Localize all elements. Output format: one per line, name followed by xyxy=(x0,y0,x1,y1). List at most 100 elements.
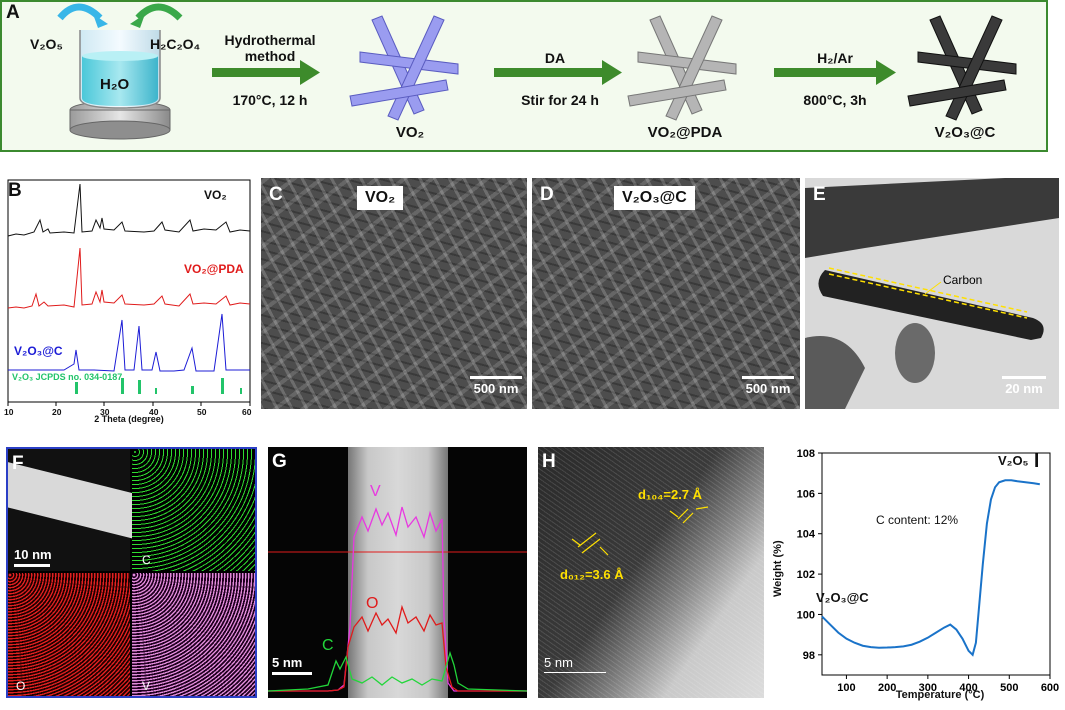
panel-label-c: C xyxy=(269,184,283,205)
xrd-xtick: 20 xyxy=(52,407,62,417)
vo2-rods-icon xyxy=(349,15,459,121)
tga-series-line xyxy=(821,479,1040,657)
tga-chart: 100 200 300 400 500 600 98 100 102 104 106 108 xyxy=(797,448,1060,694)
eds-scale-bar: 10 nm xyxy=(14,547,58,567)
step1-condition: Hydrothermal method xyxy=(224,32,316,64)
hrtem-scale-bar: 5 nm xyxy=(544,655,614,673)
panel-label-e: E xyxy=(813,184,826,205)
tga-xtick-label: 400 xyxy=(959,682,977,694)
product-vo2-pda: VO₂@PDA xyxy=(647,124,723,141)
sem-c-scale-label: 500 nm xyxy=(473,381,519,396)
tga-ytick-label: 104 xyxy=(797,529,816,541)
eds-carbon-map xyxy=(132,449,255,571)
xrd-series-label-vo2pda: VO₂@PDA xyxy=(184,262,244,276)
v2o3-c-rods-icon xyxy=(907,15,1017,121)
xrd-xlabel: 2 Theta (degree) xyxy=(94,414,164,424)
step3-temperature: 800°C, 3h xyxy=(803,92,867,108)
panel-a-schematic: A V₂O₅ H₂C₂O₄ H₂O Hydrothermal method 17… xyxy=(0,0,1048,152)
xrd-plot xyxy=(7,179,251,406)
xrd-xtick: 60 xyxy=(242,407,252,417)
eds-haadf-map xyxy=(8,449,152,571)
step3-gas: H₂/Ar xyxy=(817,50,853,66)
tga-xtick-label: 500 xyxy=(1000,682,1018,694)
linescan-scale-label: 5 nm xyxy=(272,655,303,670)
add-arrow-left-icon xyxy=(57,3,103,21)
linescan-profiles xyxy=(268,506,527,692)
carbon-layer-outline xyxy=(828,267,1028,313)
tga-ytick-label: 106 xyxy=(797,488,815,500)
tga-xtick-label: 200 xyxy=(878,682,896,694)
panel-label-f: F xyxy=(12,453,24,474)
xrd-xtick: 30 xyxy=(100,407,110,417)
xrd-series-label-v2o3c: V₂O₃@C xyxy=(14,344,63,358)
step2-reagent: DA xyxy=(544,50,566,66)
xrd-vo2-line xyxy=(7,183,251,237)
lattice-d012-label: d₀₁₂=3.6 Å xyxy=(560,567,624,582)
tga-ytick-label: 100 xyxy=(797,609,815,621)
process-arrow-1-icon xyxy=(212,60,320,85)
tga-xlabel: Temperature (°C) xyxy=(895,689,985,701)
reagent-v2o5: V₂O₅ xyxy=(30,36,63,52)
linescan-label-o: O xyxy=(366,595,379,612)
tem-image xyxy=(805,178,1059,409)
linescan-c-profile xyxy=(268,650,527,692)
tga-frame xyxy=(821,452,1051,676)
linescan-o-profile xyxy=(268,604,527,692)
linescan-label-c: C xyxy=(322,637,334,654)
xrd-xtick: 10 xyxy=(4,407,14,417)
panel-label-i: I xyxy=(1034,451,1040,472)
hrtem-scale-label: 5 nm xyxy=(544,655,573,670)
tem-scale-label: 20 nm xyxy=(1005,381,1043,396)
process-arrow-3-icon xyxy=(774,60,896,85)
panel-i-tga: I 100 200 300 400 500 600 98 100 102 104 106 108 V₂… xyxy=(770,447,1060,705)
eds-label-v: V xyxy=(142,679,151,693)
product-v2o3-c: V₂O₃@C xyxy=(934,124,996,141)
xrd-v2o3c-line xyxy=(8,313,250,372)
eds-vanadium-map xyxy=(132,573,255,696)
linescan-label-v: V xyxy=(370,483,381,500)
xrd-vo2pda-line xyxy=(7,247,251,309)
panel-g-linescan: G V O C 5 nm xyxy=(268,447,527,698)
lattice-d104-label: d₁₀₄=2.7 Å xyxy=(638,487,703,502)
tga-ytick-label: 108 xyxy=(797,448,815,460)
eds-label-c: C xyxy=(142,553,151,567)
step1-temperature: 170°C, 12 h xyxy=(232,92,308,108)
panel-h-hrtem: H d₁₀₄=2.7 Å d₀₁₂=3.6 Å 5 nm xyxy=(538,447,764,698)
xrd-series-label-vo2: VO₂ xyxy=(204,188,227,202)
panel-c-sem-vo2: C VO₂ 500 nm xyxy=(261,178,527,409)
step2-condition: Stir for 24 h xyxy=(521,92,599,108)
linescan-rod-image xyxy=(348,447,448,698)
tga-annot-start: V₂O₃@C xyxy=(816,590,869,605)
xrd-xtick: 40 xyxy=(149,407,159,417)
panel-label-h: H xyxy=(542,451,556,472)
panel-b-xrd: B VO₂ VO₂@PDA V₂O₃@C V₂O₃ JCPDS no. 034-… xyxy=(4,174,256,424)
xrd-xtick: 50 xyxy=(197,407,207,417)
add-arrow-right-icon xyxy=(135,3,183,21)
sem-d-tag: V₂O₃@C xyxy=(614,186,695,210)
xrd-reference-label: V₂O₃ JCPDS no. 034-0187 xyxy=(12,372,123,382)
panel-label-g: G xyxy=(272,451,287,472)
process-arrow-2-icon xyxy=(494,60,622,85)
tga-annot-content: C content: 12% xyxy=(876,513,959,527)
panel-d-sem-v2o3c: D V₂O₃@C 500 nm xyxy=(532,178,800,409)
vo2-pda-rods-icon xyxy=(627,15,737,121)
eds-oxygen-map xyxy=(8,573,130,696)
product-vo2: VO₂ xyxy=(395,124,425,141)
tga-xtick-label: 600 xyxy=(1041,682,1059,694)
sem-c-scale-bar: 500 nm xyxy=(467,376,525,396)
eds-scale-label: 10 nm xyxy=(14,547,52,562)
linescan-scale-bar: 5 nm xyxy=(272,655,322,675)
tem-scale-bar: 20 nm xyxy=(995,376,1053,396)
tem-carbon-annotation: Carbon xyxy=(943,273,983,287)
synthesis-schematic xyxy=(57,3,1017,140)
tga-ytick-label: 98 xyxy=(803,650,815,662)
panel-e-tem: E Carbon 20 nm xyxy=(805,178,1059,409)
tga-ytick-label: 102 xyxy=(797,569,815,581)
sem-c-tag: VO₂ xyxy=(357,186,404,210)
panel-label-a: A xyxy=(6,2,20,23)
sem-d-scale-label: 500 nm xyxy=(745,381,791,396)
tga-ylabel: Weight (%) xyxy=(772,540,784,597)
eds-label-o: O xyxy=(16,679,26,693)
tga-xtick-label: 100 xyxy=(837,682,855,694)
lattice-annotations xyxy=(571,506,709,556)
